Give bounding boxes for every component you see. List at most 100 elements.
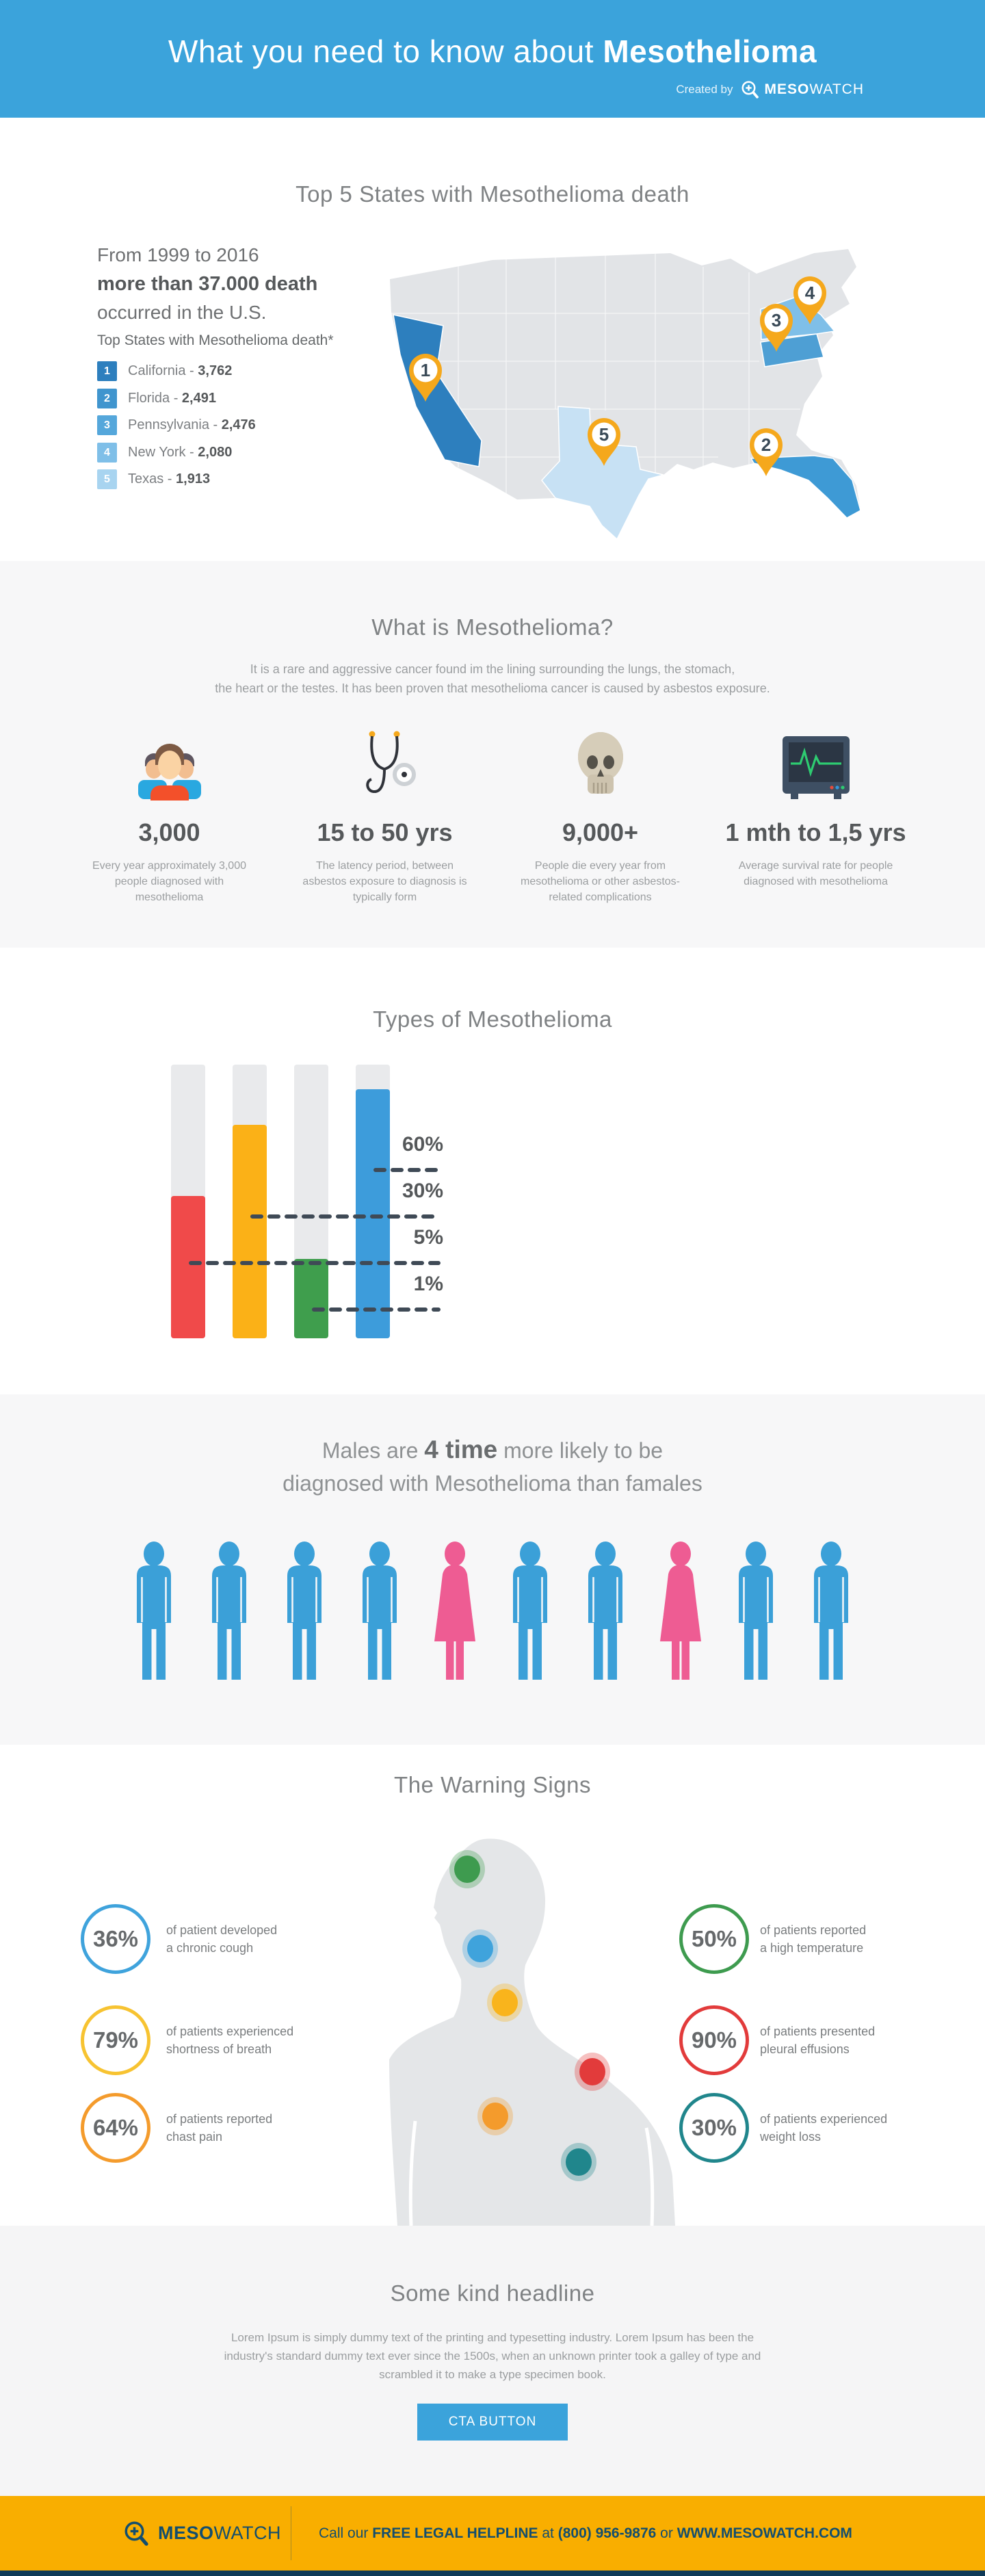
stat-survival: 1 mth to 1,5 yrs Average survival rate f…: [708, 724, 923, 905]
map-pin-2: 2: [747, 426, 785, 478]
map-pins-layer: 1 2 3 4 5: [376, 239, 889, 541]
list-label: Top States with Mesothelioma death*: [97, 333, 334, 348]
cta-body-line1: Lorem Ipsum is simply dummy text of the …: [231, 2331, 754, 2344]
gender-heading-line2: diagnosed with Mesothelioma than famales: [283, 1471, 702, 1496]
intro-line3: occurred in the U.S.: [97, 302, 267, 323]
section-title: What is Mesothelioma?: [371, 614, 614, 640]
monitor-icon: [708, 724, 923, 801]
created-by-label: Created by: [676, 83, 733, 96]
map-pin-5: 5: [585, 415, 623, 467]
footer: MESOWATCH Call our FREE LEGAL HELPLINE a…: [0, 2496, 985, 2571]
body-dot-throat: [467, 1935, 493, 1962]
warn-line2: shortness of breath: [166, 2042, 272, 2056]
svg-text:2: 2: [761, 434, 771, 455]
warn-line2: a chronic cough: [166, 1941, 254, 1955]
cta-button[interactable]: CTA BUTTON: [417, 2404, 568, 2441]
intro-text: From 1999 to 2016 more than 37.000 death…: [97, 241, 317, 327]
stat-value: 1 mth to 1,5 yrs: [725, 818, 906, 846]
stat-desc: Every year approximately 3,000 people di…: [92, 860, 246, 903]
warn-line2: weight loss: [760, 2130, 822, 2144]
table-row: 5 Texas - 1,913: [97, 469, 384, 489]
male-figure-icon: [131, 1541, 177, 1683]
page-title-bold: Mesothelioma: [603, 34, 817, 69]
state-name: Pennsylvania: [128, 417, 209, 432]
bar-percent-label: 30%: [402, 1180, 443, 1202]
warn-text: of patients experienced shortness of brea…: [166, 2022, 293, 2058]
dash-callout-60%: [373, 1163, 441, 1172]
cta-body-line3: scrambled it to make a type specimen boo…: [379, 2368, 606, 2381]
section-warning-signs: The Warning Signs 36% of patient develop…: [0, 1745, 985, 2226]
footer-text-pre: Call our: [319, 2525, 373, 2541]
svg-text:1: 1: [421, 360, 430, 380]
map-pin-3: 3: [757, 301, 796, 353]
state-florida: [750, 455, 861, 519]
male-figure-icon: [281, 1541, 328, 1683]
brand-bold: MESO: [764, 81, 810, 97]
dash-callout-1%: [311, 1303, 441, 1312]
stat-diagnosed: 3,000 Every year approximately 3,000 peo…: [62, 724, 277, 905]
body-dots-layer: [380, 1834, 687, 2226]
section-types: Types of Mesothelioma 60%30%5%1% Pleural…: [0, 948, 985, 2278]
intro-line1: From 1999 to 2016: [97, 244, 259, 265]
warn-line1: of patients presented: [760, 2025, 876, 2038]
dash-callout-5%: [188, 1256, 441, 1265]
footer-brand-logo: MESOWATCH: [122, 2496, 281, 2571]
footer-website-url[interactable]: WWW.MESOWATCH.COM: [677, 2525, 852, 2541]
warn-line2: chast pain: [166, 2130, 223, 2144]
cta-body-line2: industry's standard dummy text ever sinc…: [224, 2350, 761, 2363]
magnifier-plus-icon: [124, 2521, 148, 2546]
bar-fill-testicular: [294, 1259, 328, 1338]
table-row: 2 Florida - 2,491: [97, 389, 384, 408]
stat-desc: People die every year from mesothelioma …: [521, 860, 680, 903]
state-deaths: 2,080: [198, 445, 233, 460]
map-pin-4: 4: [791, 274, 829, 326]
warn-line1: of patient developed: [166, 1923, 278, 1937]
brand-light: WATCH: [213, 2523, 281, 2543]
svg-text:5: 5: [599, 424, 609, 445]
footer-helpline-label: FREE LEGAL HELPLINE: [372, 2525, 538, 2541]
separator: -: [185, 363, 198, 378]
male-figure-icon: [507, 1541, 553, 1683]
male-figure-icon: [808, 1541, 854, 1683]
section-gender: Males are 4 time more likely to be diagn…: [0, 1394, 985, 1745]
warn-text: of patients presented pleural effusions: [760, 2022, 875, 2058]
brand-light: WATCH: [809, 81, 864, 97]
page-title: What you need to know about Mesothelioma: [0, 33, 985, 70]
warn-text: of patient developed a chronic cough: [166, 1921, 277, 1957]
warn-line2: a high temperature: [760, 1941, 864, 1955]
intro-line2: more than 37.000 death: [97, 273, 318, 295]
warn-text: of patients experienced weight loss: [760, 2110, 887, 2146]
warn-circle-temperature: 50%: [679, 1904, 749, 1974]
warn-line1: of patients reported: [166, 2112, 273, 2126]
bar-fill-pericardial: [171, 1196, 205, 1338]
state-name: California: [128, 363, 186, 378]
brand-bold: MESO: [158, 2523, 214, 2543]
stat-value: 3,000: [138, 818, 200, 846]
body-dot-head: [454, 1856, 480, 1883]
stat-value: 9,000+: [562, 818, 639, 846]
bar-percent-label: 60%: [402, 1133, 443, 1156]
stat-desc: Average survival rate for people diagnos…: [738, 860, 893, 887]
gender-post: more likely to be: [497, 1438, 664, 1463]
female-figure-icon: [657, 1541, 704, 1683]
male-figure-icon: [206, 1541, 252, 1683]
section-title: Some kind headline: [390, 2280, 595, 2306]
svg-text:4: 4: [805, 283, 815, 303]
warn-circle-weight-loss: 30%: [679, 2093, 749, 2163]
warn-circle-breath: 79%: [81, 2005, 150, 2075]
bar-fill-peritoneal: [233, 1125, 267, 1338]
warn-circle-effusions: 90%: [679, 2005, 749, 2075]
rank-badge: 2: [97, 389, 117, 408]
section-what-is: What is Mesothelioma? It is a rare and a…: [0, 561, 985, 948]
male-figure-icon: [733, 1541, 779, 1683]
footer-phone-number[interactable]: (800) 956-9876: [557, 2525, 657, 2541]
page-title-regular: What you need to know about: [168, 34, 603, 69]
people-icon: [62, 724, 277, 801]
created-by: Created by MESOWATCH: [676, 79, 864, 100]
warn-line1: of patients reported: [760, 1923, 867, 1937]
rank-badge: 5: [97, 469, 117, 489]
pictogram-row: [0, 1541, 985, 1683]
stethoscope-icon: [277, 724, 492, 801]
stat-deaths: 9,000+ People die every year from mesoth…: [492, 724, 708, 905]
